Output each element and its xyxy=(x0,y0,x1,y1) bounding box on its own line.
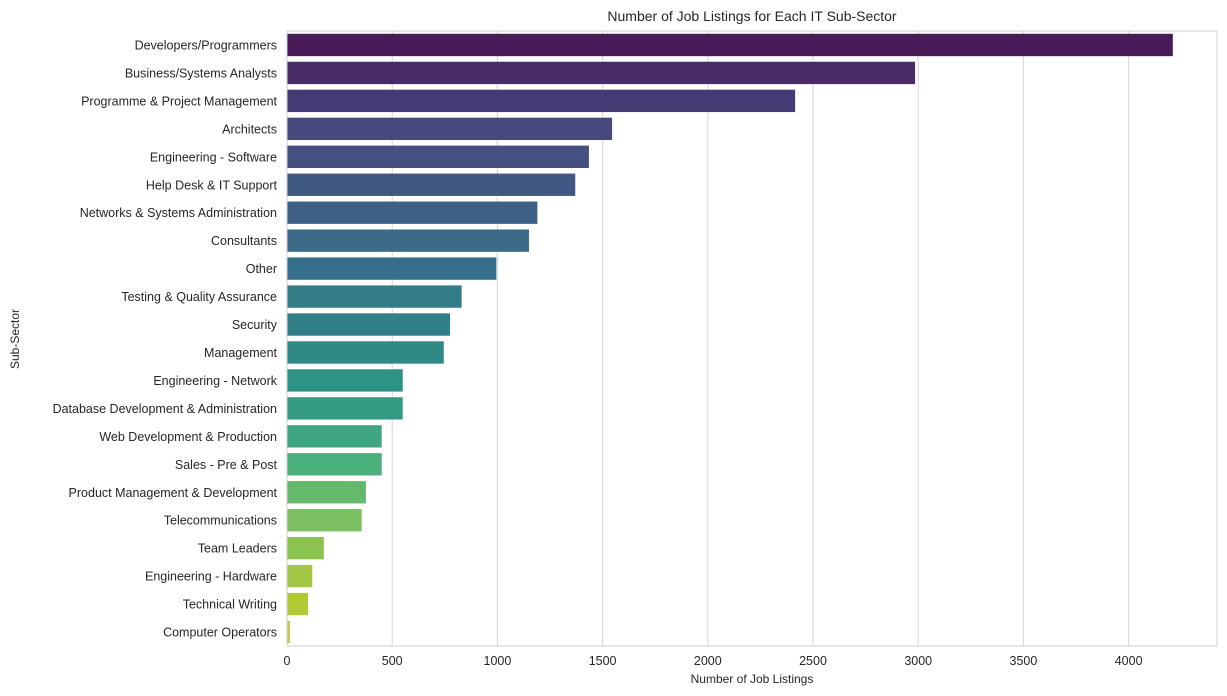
y-tick-label: Engineering - Software xyxy=(150,150,277,164)
bar xyxy=(287,481,366,504)
y-tick-label: Computer Operators xyxy=(163,626,277,640)
y-tick-label: Sales - Pre & Post xyxy=(175,458,278,472)
plot-frame xyxy=(286,30,1218,647)
y-tick-label: Business/Systems Analysts xyxy=(125,66,277,80)
y-tick-label: Engineering - Network xyxy=(153,374,277,388)
x-axis-label: Number of Job Listings xyxy=(691,672,814,686)
y-tick-label: Architects xyxy=(222,122,277,136)
bar xyxy=(287,397,403,420)
bar xyxy=(287,592,309,616)
y-tick-label: Technical Writing xyxy=(183,598,277,612)
bar xyxy=(287,229,529,252)
bar xyxy=(287,620,291,644)
bar xyxy=(287,285,462,308)
x-tick-label: 0 xyxy=(284,654,291,668)
x-tick-label: 3500 xyxy=(1010,654,1038,668)
y-tick-label: Help Desk & IT Support xyxy=(146,178,278,192)
bar xyxy=(287,61,916,85)
bar xyxy=(287,369,403,392)
bar xyxy=(287,33,1173,57)
x-tick-label: 3000 xyxy=(904,654,932,668)
x-tick-labels: 0 500 1000 1500 2000 2500 3000 3500 4000 xyxy=(284,654,1143,668)
x-tick-label: 2000 xyxy=(694,654,722,668)
y-tick-label: Other xyxy=(246,262,277,276)
bar xyxy=(287,341,444,364)
chart-title: Number of Job Listings for Each IT Sub-S… xyxy=(607,8,897,24)
y-tick-label: Networks & Systems Administration xyxy=(80,206,277,220)
x-tick-label: 4000 xyxy=(1115,654,1143,668)
x-tick-label: 500 xyxy=(382,654,403,668)
y-tick-label: Developers/Programmers xyxy=(135,38,277,52)
y-axis-label: Sub-Sector xyxy=(8,309,22,369)
bar xyxy=(287,425,382,448)
bar xyxy=(287,89,796,113)
bar xyxy=(287,453,382,476)
x-tick-label: 2500 xyxy=(799,654,827,668)
y-tick-label: Security xyxy=(232,318,278,332)
y-tick-label: Web Development & Production xyxy=(99,430,277,444)
x-tick-label: 1500 xyxy=(589,654,617,668)
bar xyxy=(287,145,589,168)
y-tick-label: Management xyxy=(204,346,277,360)
bar xyxy=(287,313,451,336)
y-tick-label: Database Development & Administration xyxy=(53,402,277,416)
y-tick-label: Testing & Quality Assurance xyxy=(121,290,277,304)
bar xyxy=(287,201,538,224)
y-tick-label: Engineering - Hardware xyxy=(145,570,277,584)
bar xyxy=(287,117,613,141)
bar xyxy=(287,173,576,196)
bar xyxy=(287,536,324,560)
y-tick-label: Consultants xyxy=(211,234,277,248)
y-tick-label: Programme & Project Management xyxy=(81,94,277,108)
y-tick-label: Team Leaders xyxy=(198,542,277,556)
bars xyxy=(287,33,1173,644)
bar xyxy=(287,257,497,280)
x-tick-label: 1000 xyxy=(484,654,512,668)
bar xyxy=(287,564,313,588)
y-tick-label: Product Management & Development xyxy=(69,486,278,500)
bar xyxy=(287,509,362,532)
y-tick-labels: Developers/Programmers Business/Systems A… xyxy=(53,38,278,639)
y-tick-label: Telecommunications xyxy=(164,514,277,528)
